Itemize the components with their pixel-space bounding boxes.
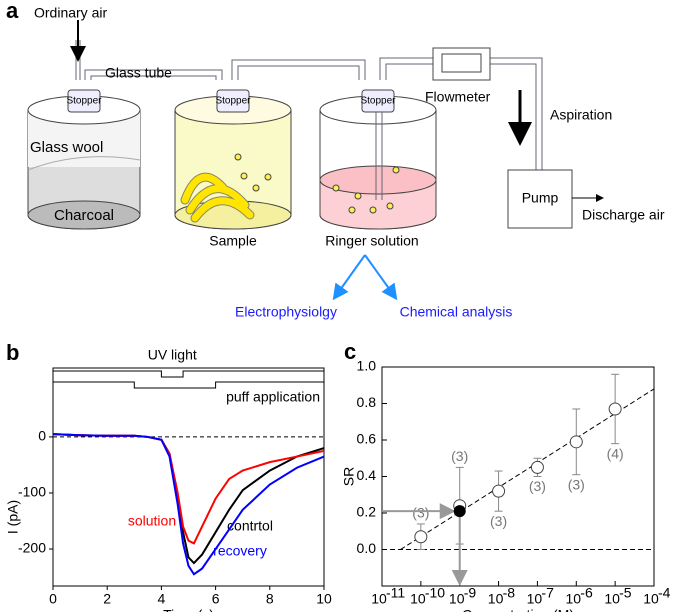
x-tick-label: 10: [604, 591, 620, 607]
x-tick-exponent: -11: [386, 585, 405, 601]
x-tick-exponent: -6: [580, 585, 593, 601]
trace: [52, 433, 325, 545]
x-tick-label: 10: [449, 591, 465, 607]
x-axis-label: Concentration (M): [462, 607, 574, 612]
n-label: (3): [529, 478, 546, 494]
x-tick-label: 4: [158, 591, 166, 607]
trace: [52, 433, 325, 576]
n-label: (3): [490, 513, 507, 529]
panel-label: a: [6, 0, 19, 23]
data-point: [569, 435, 583, 449]
data-point: [608, 402, 622, 416]
label: Stopper: [66, 96, 102, 107]
label: Sample: [209, 233, 257, 249]
x-tick-label: 0: [49, 591, 57, 607]
x-tick-label: 8: [266, 591, 274, 607]
annotation: UV light: [148, 347, 197, 363]
y-tick-label: 0: [38, 428, 46, 444]
x-tick-label: 10: [527, 591, 543, 607]
label: Stopper: [360, 96, 396, 107]
label: Ordinary air: [34, 5, 107, 21]
x-tick-label: 10: [565, 591, 581, 607]
y-tick-label: 1.0: [357, 358, 377, 374]
series-label: recovery: [213, 543, 267, 559]
y-axis-label: SR: [341, 467, 357, 486]
y-tick-label: 0.8: [357, 394, 377, 410]
n-label: (4): [607, 445, 624, 461]
x-tick-exponent: -8: [503, 585, 516, 601]
label: Glass wool: [30, 139, 103, 156]
x-tick-label: 10: [643, 591, 659, 607]
x-tick-exponent: -4: [658, 585, 671, 601]
data-point: [530, 460, 544, 474]
y-tick-label: -100: [18, 484, 46, 500]
panel-label: b: [6, 340, 19, 365]
x-axis-label: Time (s): [163, 607, 214, 612]
label: Discharge air: [582, 207, 665, 223]
annotation: puff application: [226, 389, 320, 405]
estimate-point: [453, 505, 466, 518]
series-label: contrtol: [227, 518, 273, 534]
x-tick-label: 10: [410, 591, 426, 607]
label: Aspiration: [550, 107, 612, 123]
fit-line: [400, 388, 655, 550]
x-tick-exponent: -9: [464, 585, 477, 601]
n-label: (3): [568, 476, 585, 492]
label: Flowmeter: [425, 89, 491, 105]
n-label: (3): [451, 448, 468, 464]
label: Charcoal: [54, 207, 114, 224]
x-tick-exponent: -5: [619, 585, 632, 601]
y-tick-label: 0.4: [357, 467, 377, 483]
x-tick-label: 10: [371, 591, 387, 607]
data-point: [492, 484, 506, 498]
label: Ringer solution: [325, 233, 418, 249]
diagram: [27, 20, 604, 301]
diagram-labels: a Ordinary air Glass tube Stopper Stoppe…: [6, 0, 665, 320]
x-tick-label: 10: [488, 591, 504, 607]
x-tick-label: 2: [103, 591, 111, 607]
y-tick-label: 0.0: [357, 540, 377, 556]
y-tick-label: -200: [18, 540, 46, 556]
plot-frame: [381, 366, 655, 587]
x-tick-label: 10: [316, 591, 332, 607]
y-tick-label: 0.2: [357, 504, 377, 520]
plot-frame: [52, 367, 325, 587]
label: Pump: [522, 190, 559, 206]
y-axis-label: I (pA): [5, 500, 21, 534]
trace: [52, 433, 325, 565]
x-tick-label: 6: [212, 591, 220, 607]
label: Chemical analysis: [400, 304, 513, 320]
x-tick-exponent: -10: [425, 585, 445, 601]
data-point: [414, 530, 428, 544]
panel-label: c: [344, 339, 356, 364]
uv-trace: [53, 370, 324, 378]
puff-trace: [53, 381, 324, 389]
label: Glass tube: [105, 65, 172, 81]
n-label: (3): [412, 505, 429, 521]
label: Stopper: [215, 96, 251, 107]
y-tick-label: 0.6: [357, 431, 377, 447]
label: Electrophysiolgy: [235, 304, 337, 320]
x-tick-exponent: -7: [541, 585, 554, 601]
series-label: solution: [128, 513, 176, 529]
